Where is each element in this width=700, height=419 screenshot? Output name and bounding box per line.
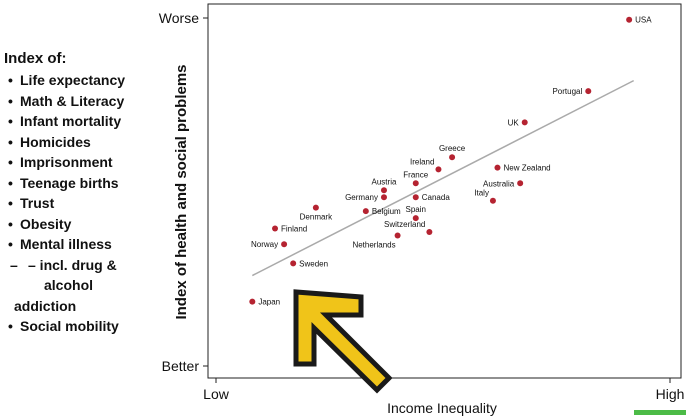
point-label: Netherlands xyxy=(352,241,395,250)
index-list-item: addiction xyxy=(14,297,77,314)
data-point-uk xyxy=(521,119,528,126)
data-point-new-zealand xyxy=(494,164,501,171)
point-label: UK xyxy=(508,118,520,127)
data-point-canada xyxy=(412,194,419,201)
trend-line xyxy=(251,79,635,277)
point-label: Canada xyxy=(422,193,451,202)
index-list-item: Obesity xyxy=(4,214,174,235)
data-point-belgium xyxy=(362,208,369,215)
x-tick-label-low: Low xyxy=(203,386,230,402)
data-point-ireland xyxy=(435,166,442,173)
progress-indicator-bar xyxy=(634,410,686,415)
point-label: Japan xyxy=(258,298,280,307)
data-point-norway xyxy=(281,241,288,248)
data-point-greece xyxy=(449,154,456,161)
index-list-item: Infant mortality xyxy=(4,111,174,132)
y-tick-label-worse: Worse xyxy=(159,10,199,26)
index-heading: Index of: xyxy=(4,50,67,67)
data-point-italy xyxy=(489,197,496,204)
pointer-arrow-icon xyxy=(293,289,393,394)
index-list-item: Life expectancy xyxy=(4,70,174,91)
data-point-france xyxy=(412,180,419,187)
index-list-item: Trust xyxy=(4,193,174,214)
index-description-panel: Index of: Life expectancyMath & Literacy… xyxy=(4,50,174,337)
point-label: Spain xyxy=(406,205,426,214)
point-label: Switzerland xyxy=(384,220,425,229)
index-list-item: Imprisonment xyxy=(4,152,174,173)
point-label: Germany xyxy=(345,193,378,202)
point-label: Australia xyxy=(483,179,515,188)
index-list-item: Math & Literacy xyxy=(4,91,174,112)
data-point-australia xyxy=(517,180,524,187)
point-label: Portugal xyxy=(552,87,582,96)
index-list-item: Homicides xyxy=(4,132,174,153)
index-list-item: – incl. drug & xyxy=(4,255,174,276)
trend-line-group xyxy=(251,79,635,277)
x-axis-label: Income Inequality xyxy=(387,400,497,416)
data-point-japan xyxy=(249,298,256,305)
data-point-usa xyxy=(626,16,633,23)
y-tick-label-better: Better xyxy=(162,358,200,374)
data-point-austria xyxy=(380,187,387,194)
point-label: Ireland xyxy=(410,157,434,166)
data-point-denmark xyxy=(312,204,319,211)
data-points-group: USA Portugal UK Greece New Zealand Ireland Fra… xyxy=(249,16,652,307)
point-label: Austria xyxy=(372,177,397,186)
point-label: France xyxy=(403,170,428,179)
x-tick-label-high: High xyxy=(656,386,685,402)
index-list-item: alcohol xyxy=(44,277,94,293)
data-point-netherlands xyxy=(394,232,401,239)
point-label: Sweden xyxy=(299,259,328,268)
data-point-portugal xyxy=(585,88,592,95)
point-label: New Zealand xyxy=(503,164,550,173)
data-point-spain xyxy=(412,215,419,222)
data-point-germany xyxy=(380,194,387,201)
data-point-finland xyxy=(272,225,279,232)
index-list-item: Teenage births xyxy=(4,173,174,194)
point-label: Denmark xyxy=(300,213,333,222)
point-label: Finland xyxy=(281,225,307,234)
index-list-item: Mental illness xyxy=(4,234,174,255)
plot-frame xyxy=(207,3,682,379)
point-label: Italy xyxy=(474,189,489,198)
point-label: USA xyxy=(635,16,652,25)
data-point-switzerland xyxy=(426,229,433,236)
point-label: Greece xyxy=(439,144,466,153)
index-list: Life expectancyMath & LiteracyInfant mor… xyxy=(4,70,174,337)
y-axis-label: Index of health and social problems xyxy=(173,64,190,319)
point-label: Norway xyxy=(251,240,278,249)
data-point-sweden xyxy=(290,260,297,267)
point-label: Belgium xyxy=(372,207,401,216)
index-list-item: Social mobility xyxy=(4,316,174,337)
